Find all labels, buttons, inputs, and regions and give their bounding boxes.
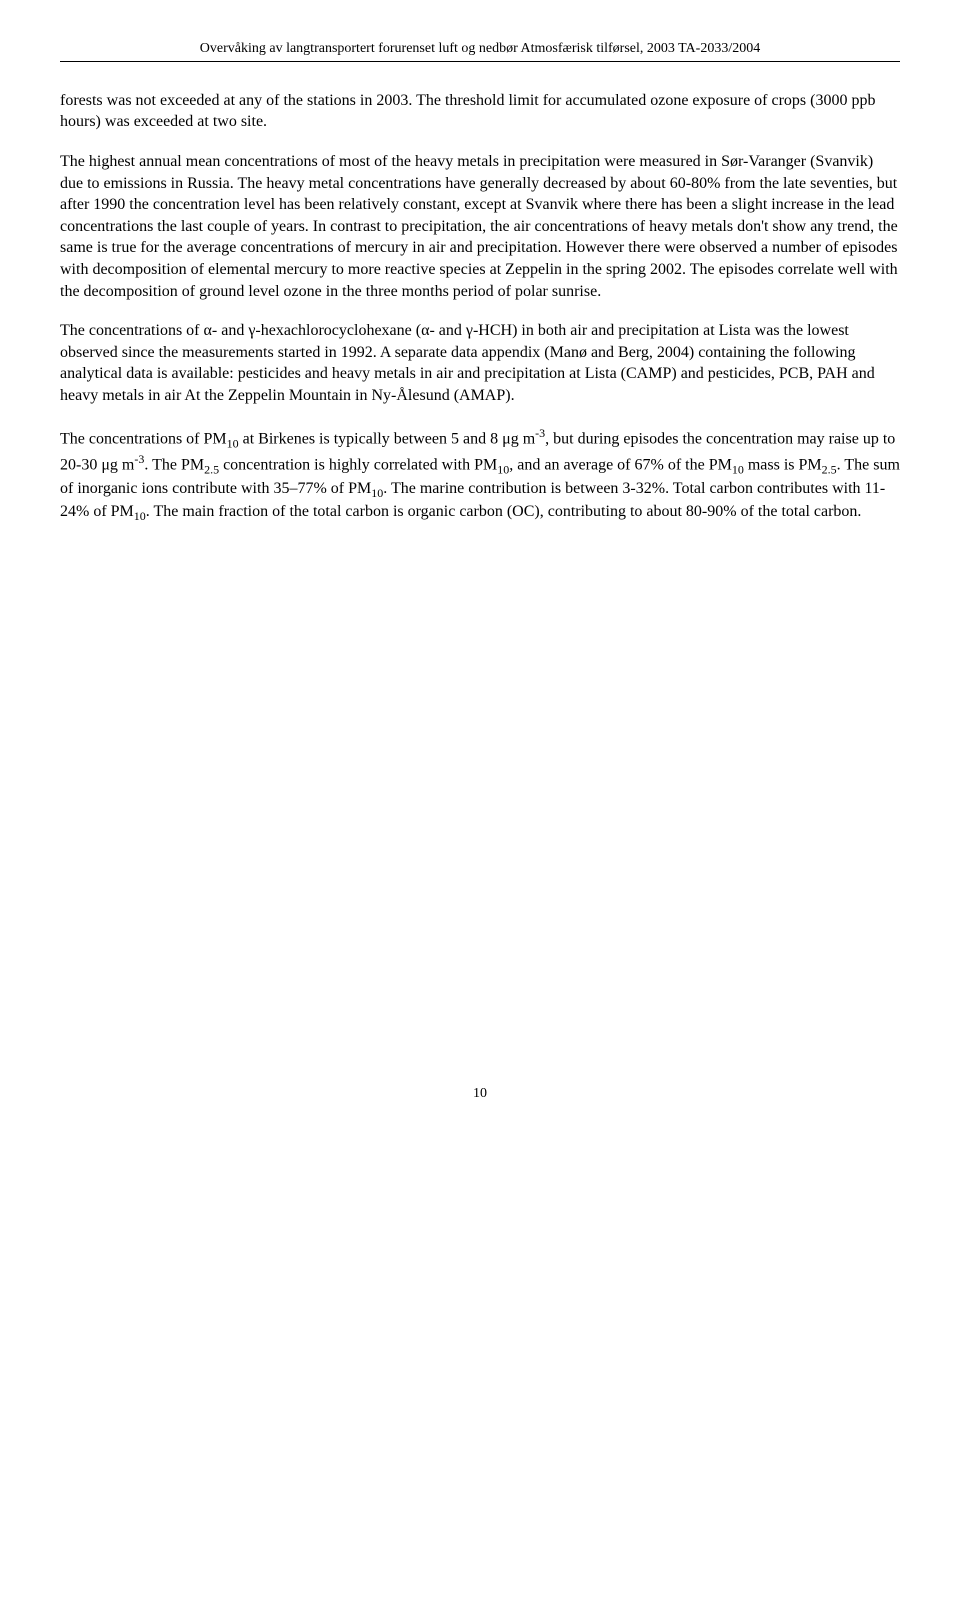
paragraph-3: The concentrations of α- and γ-hexachlor… (60, 320, 900, 406)
paragraph-4: The concentrations of PM10 at Birkenes i… (60, 425, 900, 525)
page-number: 10 (60, 1085, 900, 1104)
page-header: Overvåking av langtransportert forurense… (60, 40, 900, 62)
paragraph-2: The highest annual mean concentrations o… (60, 151, 900, 302)
paragraph-1: forests was not exceeded at any of the s… (60, 90, 900, 133)
